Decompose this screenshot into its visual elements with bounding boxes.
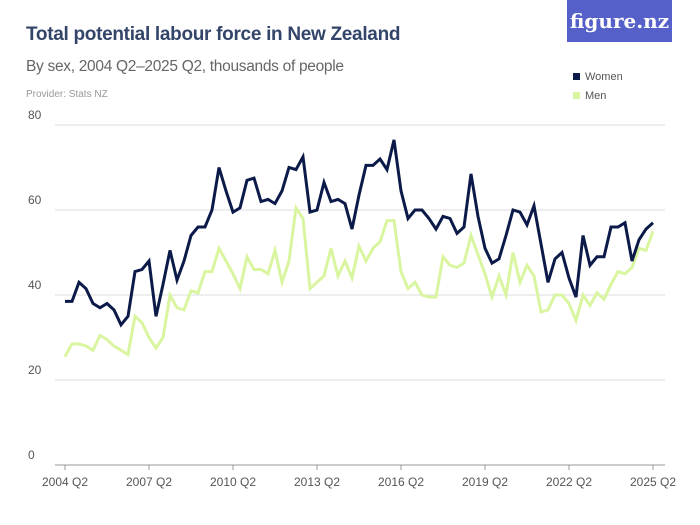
legend-swatch-women bbox=[573, 73, 580, 80]
x-tick-label: 2019 Q2 bbox=[462, 475, 508, 489]
chart-title: Total potential labour force in New Zeal… bbox=[26, 24, 401, 45]
x-tick-label: 2013 Q2 bbox=[294, 475, 340, 489]
y-tick-label: 0 bbox=[28, 448, 35, 462]
legend-swatch-men bbox=[573, 92, 580, 99]
legend-item-women: Women bbox=[573, 67, 623, 86]
y-tick-label: 80 bbox=[28, 108, 42, 122]
x-tick-label: 2004 Q2 bbox=[42, 475, 88, 489]
chart-subtitle: By sex, 2004 Q2–2025 Q2, thousands of pe… bbox=[26, 58, 344, 75]
figure-nz-logo[interactable]: figure.nz bbox=[567, 0, 672, 42]
x-tick-label: 2016 Q2 bbox=[378, 475, 424, 489]
x-tick-label: 2025 Q2 bbox=[630, 475, 676, 489]
y-tick-label: 20 bbox=[28, 363, 42, 377]
legend-label-men: Men bbox=[585, 89, 607, 102]
y-tick-label: 40 bbox=[28, 278, 42, 292]
x-tick-label: 2007 Q2 bbox=[126, 475, 172, 489]
x-tick-label: 2010 Q2 bbox=[210, 475, 256, 489]
legend-label-women: Women bbox=[585, 70, 623, 83]
x-tick-label: 2022 Q2 bbox=[546, 475, 592, 489]
y-tick-label: 60 bbox=[28, 193, 42, 207]
legend: Women Men bbox=[573, 67, 623, 105]
provider-label: Provider: Stats NZ bbox=[26, 89, 108, 100]
logo-text: figure.nz bbox=[569, 9, 670, 33]
series-line-women bbox=[65, 139, 655, 328]
legend-item-men: Men bbox=[573, 86, 623, 105]
